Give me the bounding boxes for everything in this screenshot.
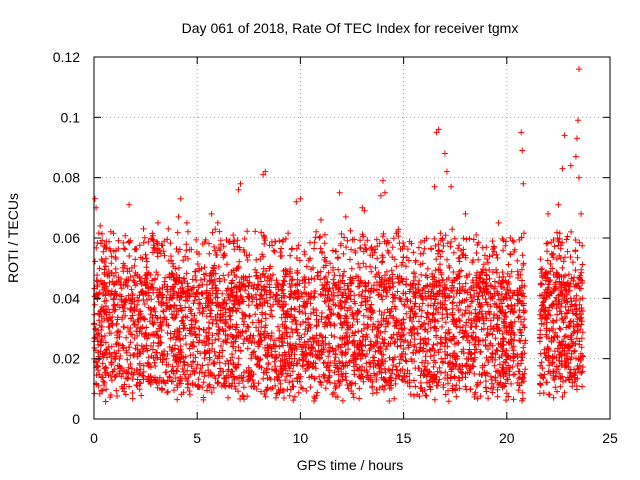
- x-tick-label: 25: [602, 430, 618, 446]
- data-point-markers: [91, 66, 586, 405]
- x-tick-label: 15: [396, 430, 412, 446]
- x-tick-label: 10: [293, 430, 309, 446]
- tick-labels: 0 5 10 15 20 25 0 0.02 0.04 0.06 0.08 0.1 0.12: [53, 49, 618, 446]
- chart-title: Day 061 of 2018, Rate Of TEC Index for r…: [182, 20, 519, 36]
- data-points: [91, 66, 586, 405]
- y-tick-label: 0.02: [53, 351, 80, 367]
- x-tick-label: 5: [193, 430, 201, 446]
- x-tick-label: 0: [90, 430, 98, 446]
- x-axis-label: GPS time / hours: [297, 457, 404, 473]
- y-axis-label: ROTI / TECUs: [5, 193, 21, 283]
- y-tick-label: 0.08: [53, 170, 80, 186]
- y-tick-label: 0.06: [53, 230, 80, 246]
- x-tick-label: 20: [499, 430, 515, 446]
- y-tick-label: 0: [72, 411, 80, 427]
- y-tick-label: 0.12: [53, 49, 80, 65]
- y-tick-label: 0.1: [61, 109, 81, 125]
- axis-ticks: [93, 56, 611, 420]
- grid-lines: [94, 57, 610, 419]
- y-tick-label: 0.04: [53, 290, 80, 306]
- plot-frame: [93, 56, 611, 420]
